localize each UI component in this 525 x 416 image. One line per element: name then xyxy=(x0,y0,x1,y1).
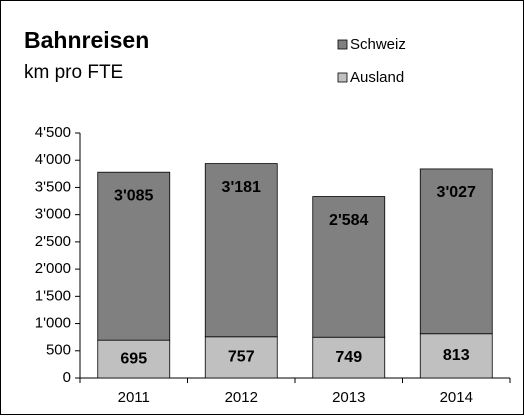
bar-segment xyxy=(419,333,493,379)
chart-subtitle: km pro FTE xyxy=(24,62,123,83)
y-tick-label: 500 xyxy=(46,342,71,359)
legend-swatch xyxy=(337,39,348,50)
y-tick-label: 3'000 xyxy=(35,206,71,223)
data-label: 813 xyxy=(443,347,470,364)
data-label: 757 xyxy=(228,349,255,366)
y-tick-label: 4'500 xyxy=(35,124,71,141)
x-tick-label: 2013 xyxy=(332,389,365,406)
legend-label: Schweiz xyxy=(350,36,406,53)
data-label: 3'181 xyxy=(222,179,262,196)
y-tick-label: 3'500 xyxy=(35,178,71,195)
x-tick-label: 2012 xyxy=(225,389,258,406)
y-tick-label: 2'000 xyxy=(35,260,71,277)
data-label: 695 xyxy=(120,350,147,367)
bar-segment xyxy=(312,336,386,379)
chart-title: Bahnreisen xyxy=(24,27,149,53)
y-tick-label: 1'000 xyxy=(35,315,71,332)
bar-segment xyxy=(204,163,278,338)
bar-segment xyxy=(97,339,171,379)
x-tick-label: 2014 xyxy=(440,389,473,406)
bar-segment xyxy=(204,336,278,379)
data-label: 3'085 xyxy=(114,187,154,204)
legend-swatch xyxy=(337,72,348,83)
y-tick-label: 2'500 xyxy=(35,233,71,250)
y-tick-label: 1'500 xyxy=(35,287,71,304)
y-tick-label: 0 xyxy=(63,369,71,386)
bar-segment xyxy=(97,171,171,341)
legend-label: Ausland xyxy=(350,69,404,86)
bar-segment xyxy=(419,168,493,335)
data-label: 2'584 xyxy=(329,212,369,229)
data-label: 3'027 xyxy=(437,184,477,201)
x-tick-label: 2011 xyxy=(118,389,150,406)
y-tick-label: 4'000 xyxy=(35,151,71,168)
data-label: 749 xyxy=(335,349,362,366)
bar-segment xyxy=(312,196,386,338)
